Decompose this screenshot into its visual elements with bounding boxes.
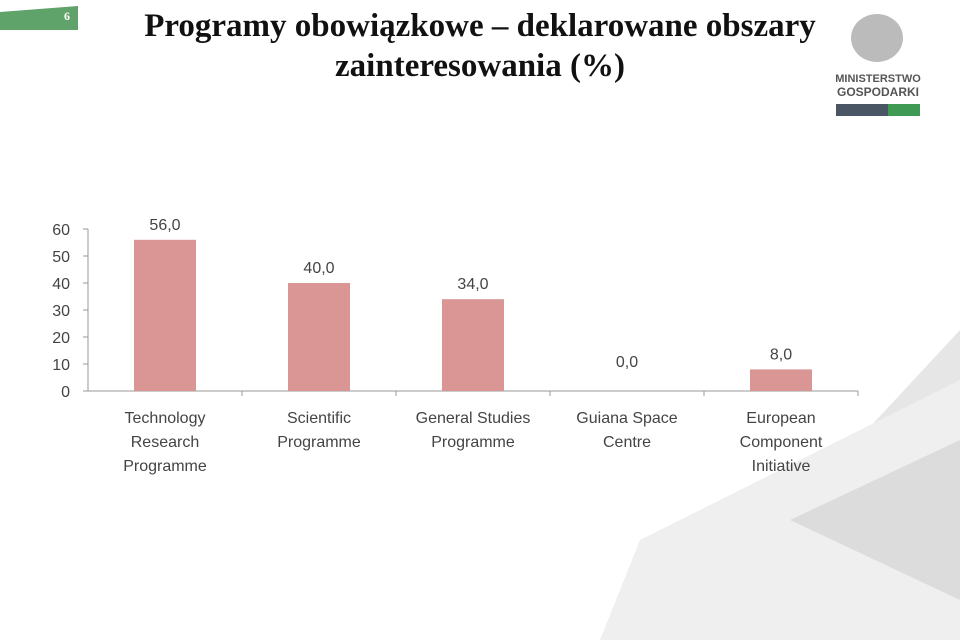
decor: [790, 440, 960, 600]
value-label: 0,0: [616, 354, 638, 371]
x-tick-label: Scientific: [287, 410, 351, 427]
x-tick-label: Programme: [431, 434, 515, 451]
x-tick-label: Programme: [123, 458, 207, 475]
bar: [442, 299, 504, 391]
y-tick-label: 40: [52, 276, 70, 293]
logo-bar: [836, 104, 888, 116]
x-tick-label: Component: [740, 434, 823, 451]
value-label: 34,0: [457, 276, 488, 293]
y-tick-label: 30: [52, 303, 70, 320]
x-tick-label: European: [746, 410, 815, 427]
bar: [750, 369, 812, 391]
x-tick-label: Guiana Space: [576, 410, 678, 427]
bar: [288, 283, 350, 391]
x-tick-label: Technology: [125, 410, 206, 427]
decor: [600, 380, 960, 640]
value-label: 56,0: [149, 217, 180, 234]
value-label: 8,0: [770, 346, 792, 363]
x-tick-label: Initiative: [752, 458, 811, 475]
value-label: 40,0: [303, 260, 334, 277]
y-tick-label: 0: [61, 384, 70, 401]
x-tick-label: General Studies: [416, 410, 531, 427]
x-tick-label: Centre: [603, 434, 651, 451]
bar: [134, 239, 196, 391]
x-tick-label: Programme: [277, 434, 361, 451]
chart-title: Programy obowiązkowe – deklarowane obsza…: [144, 8, 816, 84]
y-tick-label: 50: [52, 249, 70, 266]
y-tick-label: 10: [52, 357, 70, 374]
logo-bar: [888, 104, 920, 116]
logo-text: GOSPODARKI: [837, 85, 919, 99]
x-tick-label: Research: [131, 434, 199, 451]
logo-eagle: [851, 14, 903, 62]
logo-text: MINISTERSTWO: [835, 73, 921, 85]
y-tick-label: 20: [52, 330, 70, 347]
y-tick-label: 60: [52, 222, 70, 239]
